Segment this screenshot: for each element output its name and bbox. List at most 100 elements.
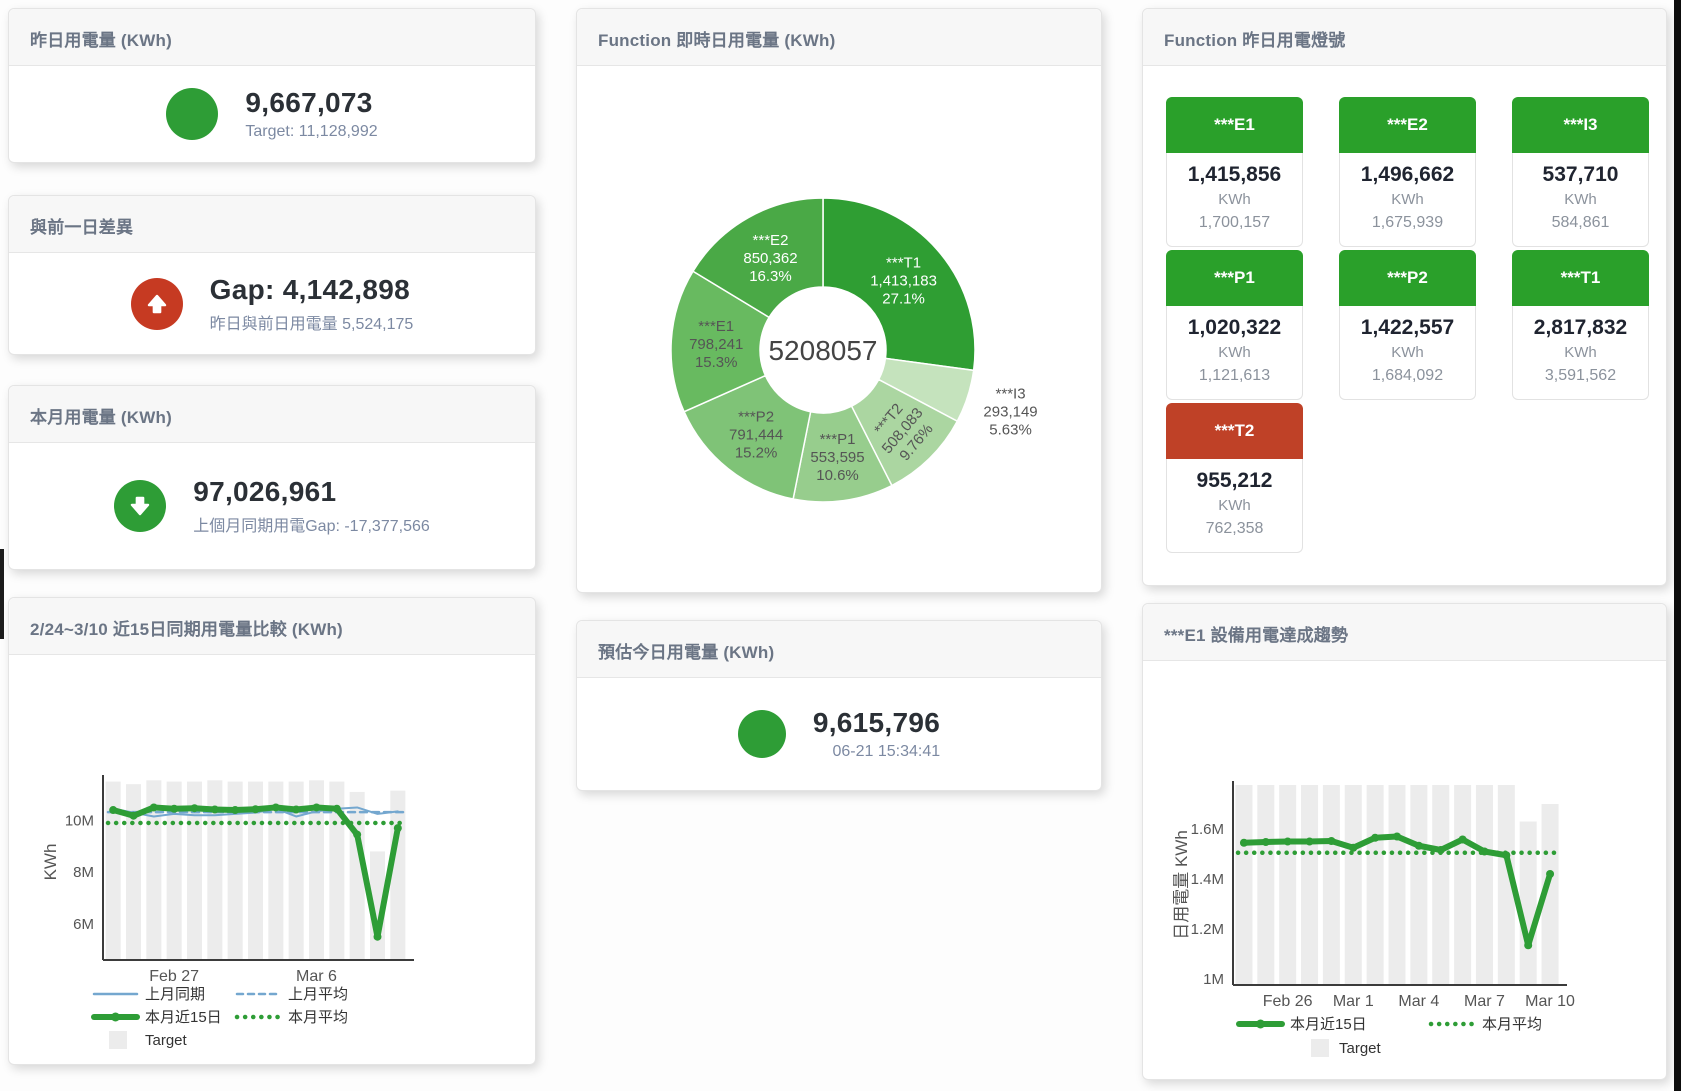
legend-item-this-month-avg[interactable]: 本月平均: [234, 1009, 348, 1026]
legend-item-last-month-series[interactable]: 上月同期: [92, 986, 205, 1003]
target-bar: [1388, 785, 1406, 985]
x-tick-label: Feb 26: [1263, 993, 1313, 1010]
light-tile-p1: ***P1 1,020,322 KWh 1,121,613: [1166, 250, 1303, 400]
tile-body: 1,415,856 KWh 1,700,157: [1166, 153, 1303, 247]
donut-slice-e1[interactable]: [670, 270, 771, 413]
data-point: [1524, 941, 1533, 950]
legend-label: 上月平均: [288, 986, 348, 1003]
light-tile-p2: ***P2 1,422,557 KWh 1,684,092: [1339, 250, 1476, 400]
arrow-down-icon: [114, 480, 167, 532]
data-point: [1261, 838, 1270, 846]
viewport-edge-artifact: [0, 549, 4, 639]
data-point: [1283, 837, 1292, 846]
data-point: [231, 806, 240, 815]
data-point: [1393, 832, 1401, 841]
x-tick-label: Mar 4: [1398, 993, 1439, 1010]
target-bar: [1301, 785, 1319, 985]
card-day-gap-title: 與前一日差異: [9, 196, 535, 253]
data-point: [1414, 841, 1423, 850]
tile-target-value: 3,591,562: [1544, 367, 1617, 384]
target-bar: [1257, 785, 1275, 985]
tile-value: 1,415,856: [1187, 163, 1282, 186]
target-bar: [268, 781, 284, 960]
y-axis-title: KWh: [41, 844, 60, 881]
e1-trend-title: ***E1 設備用電達成趨勢: [1143, 604, 1666, 661]
legend-swatch: [109, 1031, 127, 1049]
y-tick-label: 1M: [1203, 971, 1224, 988]
trend-line-chart: 1M 1.2M 1.4M 1.6M Feb 26 Mar 1 Mar 4 Mar 7 Mar 1…: [1172, 781, 1575, 1057]
day-gap-value: Gap: 4,142,898: [209, 273, 410, 305]
tile-body: 537,710 KWh 584,861: [1512, 153, 1649, 247]
yesterday-usage-target: Target: 11,128,992: [245, 123, 378, 140]
status-light-tiles: ***E1 1,415,856 KWh 1,700,157 ***E2 1,496,662…: [1143, 66, 1666, 553]
y-tick-label: 6M: [73, 916, 94, 933]
tile-body: 1,422,557 KWh 1,684,092: [1339, 306, 1476, 400]
target-bar: [329, 781, 345, 960]
card-month-title: 本月用電量 (KWh): [9, 386, 535, 443]
legend-label: 本月近15日: [145, 1009, 222, 1026]
tile-name: ***P1: [1166, 250, 1303, 306]
donut-slice-p2[interactable]: [683, 374, 812, 500]
data-point: [190, 804, 199, 813]
yesterday-usage-value: 9,667,073: [245, 87, 373, 118]
data-point: [129, 811, 138, 820]
legend-label: 上月同期: [145, 986, 205, 1003]
light-tile-e1: ***E1 1,415,856 KWh 1,700,157: [1166, 97, 1303, 247]
target-bar: [146, 780, 162, 960]
legend-dot: [1256, 1019, 1265, 1029]
legend-item-last-month-avg[interactable]: 上月平均: [235, 986, 348, 1003]
tile-body: 955,212 KWh 762,358: [1166, 459, 1303, 553]
target-bar: [1235, 785, 1253, 985]
x-tick-label: Mar 1: [1333, 993, 1374, 1010]
card-yesterday-usage: 昨日用電量 (KWh) 9,667,073 Target: 11,128,992: [8, 8, 536, 163]
y-tick-label: 1.4M: [1191, 871, 1224, 888]
legend-label: 本月近15日: [1290, 1016, 1367, 1033]
donut-center-total: 5208057: [768, 335, 877, 366]
x-tick-label: Mar 7: [1464, 993, 1505, 1010]
legend-item-this-month-series[interactable]: 本月近15日: [91, 1009, 222, 1026]
target-bar: [1344, 785, 1362, 985]
card-status-lights: Function 昨日用電燈號 ***E1 1,415,856 KWh 1,700,1…: [1142, 8, 1667, 586]
realtime-donut-chart: ***T1 1,413,183 27.1%***I3 293,149 5.63%***T…: [670, 197, 1038, 503]
legend-label: Target: [145, 1032, 188, 1049]
tile-target-value: 1,121,613: [1198, 367, 1271, 384]
tile-body: 2,817,832 KWh 3,591,562: [1512, 306, 1649, 400]
month-usage-gap: 上個月同期用電Gap: -17,377,566: [193, 518, 430, 535]
tile-target-value: 762,358: [1205, 520, 1264, 537]
target-bar: [166, 781, 182, 960]
scrollbar-edge[interactable]: [1674, 0, 1681, 1091]
tile-name: ***T2: [1166, 403, 1303, 459]
legend-item-target[interactable]: Target: [109, 1031, 188, 1049]
data-point: [1349, 843, 1358, 852]
donut-slice-e2[interactable]: [691, 197, 824, 319]
donut-slice-label: ***E2 850,362 16.3%: [743, 232, 797, 285]
tile-value: 2,817,832: [1533, 316, 1628, 339]
donut-slice-t1[interactable]: [822, 197, 976, 372]
donut-slice-label: ***T1 1,413,183 27.1%: [870, 255, 937, 308]
tile-name: ***E1: [1166, 97, 1303, 153]
data-point: [332, 804, 341, 813]
legend-item-target[interactable]: Target: [1311, 1039, 1382, 1057]
donut-slice-label: ***P2 791,444 15.2%: [729, 409, 783, 462]
tile-unit: KWh: [1218, 191, 1251, 208]
tile-value: 1,020,322: [1187, 316, 1282, 339]
compare-chart-title: 2/24~3/10 近15日同期用電量比較 (KWh): [9, 598, 535, 655]
data-point: [1458, 835, 1467, 844]
status-lights-title: Function 昨日用電燈號: [1143, 9, 1666, 66]
estimate-title: 預估今日用電量 (KWh): [577, 621, 1101, 678]
y-tick-label: 1.6M: [1191, 821, 1224, 838]
target-bar: [1541, 804, 1559, 985]
data-point: [312, 803, 321, 812]
data-point: [353, 830, 362, 839]
target-bar: [1454, 785, 1472, 985]
target-bar: [126, 784, 141, 960]
legend-item-this-month-avg[interactable]: 本月平均: [1428, 1016, 1542, 1033]
data-point: [1371, 833, 1380, 842]
tile-unit: KWh: [1564, 344, 1597, 361]
data-point: [170, 804, 179, 813]
legend-item-this-month-series[interactable]: 本月近15日: [1236, 1016, 1367, 1033]
legend-label: Target: [1339, 1040, 1382, 1057]
target-bar: [1279, 785, 1297, 985]
